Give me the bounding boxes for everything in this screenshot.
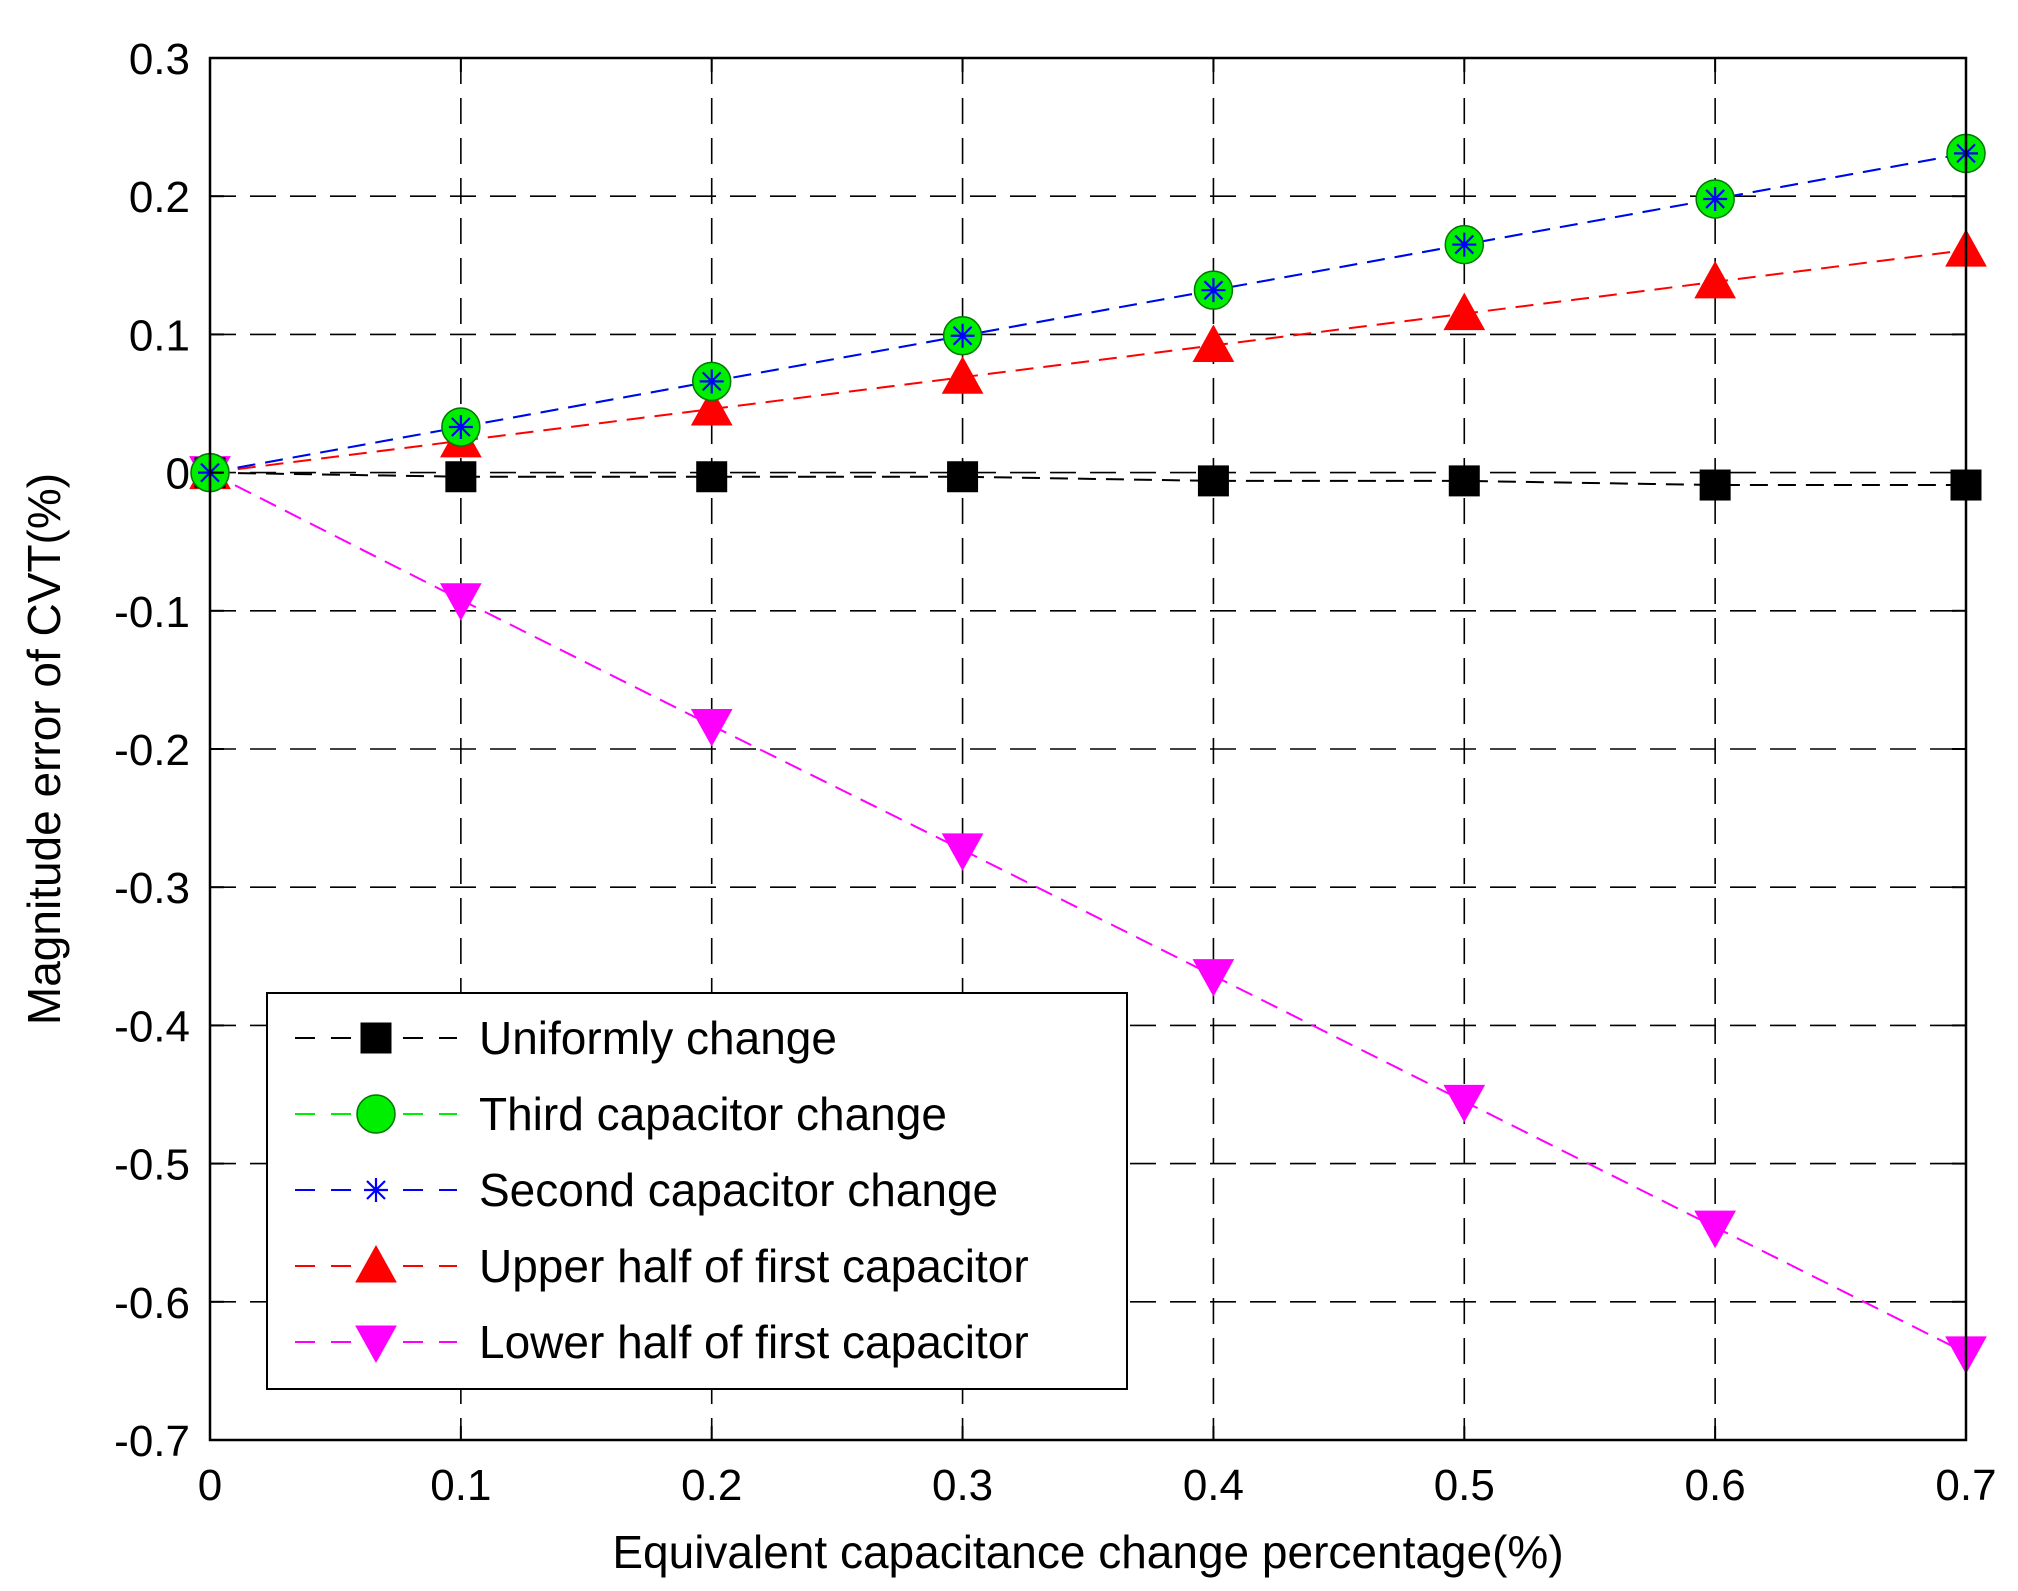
legend-marker-4	[355, 1325, 397, 1364]
data-point-series-2	[1452, 232, 1477, 257]
legend: Uniformly change Third capacitor change Se…	[266, 992, 1128, 1390]
y-tick-label: -0.3	[114, 864, 190, 913]
star-glyph	[448, 414, 473, 439]
data-point-series-0	[445, 461, 477, 493]
legend-marker-1	[356, 1094, 396, 1134]
y-tick-label: 0.3	[129, 35, 190, 84]
data-point-series-3	[1694, 260, 1736, 299]
data-point-series-4	[941, 833, 984, 871]
legend-label-3: Upper half of first capacitor	[479, 1240, 1029, 1292]
data-point-series-0	[1699, 469, 1731, 501]
x-tick-label: 0	[198, 1461, 222, 1510]
y-tick-label: -0.7	[114, 1417, 190, 1466]
data-point-series-2	[950, 323, 975, 348]
data-point-series-0	[1448, 465, 1480, 497]
data-point-series-2	[699, 369, 724, 394]
legend-marker-0	[360, 1022, 392, 1054]
x-axis-label: Equivalent capacitance change percentage…	[612, 1526, 1563, 1578]
data-point-series-0	[696, 461, 728, 493]
data-point-series-3	[1443, 292, 1486, 331]
y-tick-label: 0	[166, 450, 190, 499]
star-glyph	[364, 1178, 388, 1202]
legend-label-2: Second capacitor change	[479, 1164, 998, 1216]
star-glyph	[1452, 232, 1477, 257]
star-glyph	[699, 369, 724, 394]
x-tick-label: 0.7	[1935, 1461, 1996, 1510]
x-tick-label: 0.5	[1434, 1461, 1495, 1510]
star-glyph	[950, 323, 975, 348]
data-point-series-3	[1192, 324, 1235, 362]
x-tick-label: 0.1	[430, 1461, 491, 1510]
legend-marker-2	[364, 1178, 388, 1202]
data-point-series-4	[440, 583, 482, 621]
y-tick-label: -0.1	[114, 588, 190, 637]
y-tick-label: -0.6	[114, 1279, 190, 1328]
series-lines	[209, 152, 1967, 1354]
data-point-series-4	[690, 709, 733, 747]
y-axis-label: Magnitude error of CVT(%)	[18, 473, 70, 1025]
data-point-series-3	[690, 387, 733, 426]
data-point-series-2	[1703, 186, 1728, 211]
legend-label-1: Third capacitor change	[479, 1088, 947, 1140]
data-point-series-2	[1201, 278, 1226, 303]
x-tick-label: 0.4	[1183, 1461, 1244, 1510]
y-tick-label: -0.2	[114, 726, 190, 775]
legend-label-4: Lower half of first capacitor	[479, 1316, 1029, 1368]
star-glyph	[1703, 186, 1728, 211]
series-line-3	[209, 249, 1967, 474]
legend-marker-3	[355, 1244, 397, 1283]
legend-label-0: Uniformly change	[479, 1012, 837, 1064]
x-tick-label: 0.6	[1685, 1461, 1746, 1510]
data-point-series-4	[1694, 1210, 1736, 1249]
x-tick-label: 0.3	[932, 1461, 993, 1510]
star-glyph	[1201, 278, 1226, 303]
y-tick-label: -0.4	[114, 1002, 190, 1051]
data-point-series-4	[1443, 1084, 1486, 1123]
data-point-series-3	[941, 356, 984, 394]
y-tick-label: 0.2	[129, 173, 190, 222]
data-point-series-2	[448, 414, 473, 439]
series-line-2	[209, 152, 1967, 474]
y-tick-label: 0.1	[129, 311, 190, 360]
data-point-series-0	[947, 461, 979, 493]
y-tick-label: -0.5	[114, 1141, 190, 1190]
axis-ticks: 0 0.1 0.2 0.3 0.4 0.5 0.6 0.7 0.3 0.2 0.1 0 -0.1 -0.2…	[114, 35, 1996, 1510]
data-point-series-4	[1192, 959, 1235, 997]
data-point-series-0	[1197, 465, 1229, 497]
x-tick-label: 0.2	[681, 1461, 742, 1510]
series-line-0	[209, 471, 1966, 487]
series-line-4	[209, 471, 1967, 1354]
